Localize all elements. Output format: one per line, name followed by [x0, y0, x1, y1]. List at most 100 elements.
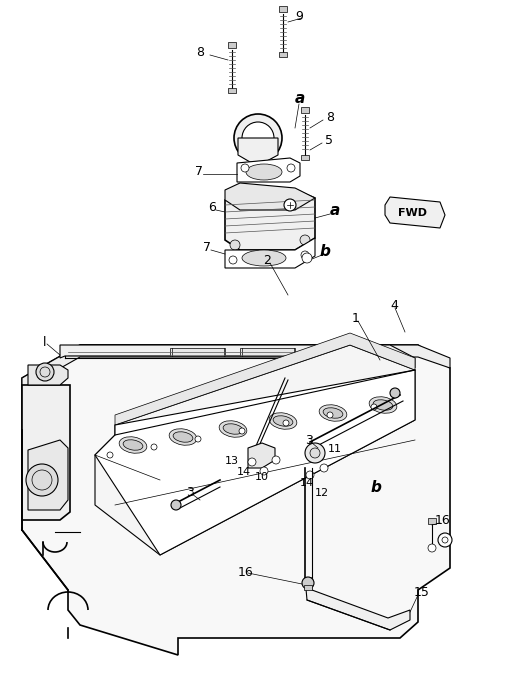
- Circle shape: [26, 464, 58, 496]
- Ellipse shape: [169, 429, 197, 445]
- Text: 6: 6: [208, 201, 216, 214]
- Polygon shape: [225, 238, 315, 268]
- Text: 15: 15: [414, 587, 430, 600]
- Ellipse shape: [242, 250, 286, 266]
- Polygon shape: [225, 183, 315, 210]
- Text: b: b: [371, 480, 382, 495]
- Polygon shape: [225, 190, 315, 250]
- Ellipse shape: [246, 164, 282, 180]
- Text: 5: 5: [325, 133, 333, 146]
- Circle shape: [234, 114, 282, 162]
- Circle shape: [302, 253, 312, 263]
- Circle shape: [301, 251, 309, 259]
- Text: 13: 13: [225, 456, 239, 466]
- Text: FWD: FWD: [399, 208, 428, 218]
- Ellipse shape: [123, 440, 143, 450]
- Ellipse shape: [373, 400, 393, 410]
- Circle shape: [248, 458, 256, 466]
- Bar: [301, 155, 309, 160]
- Text: 2: 2: [263, 254, 271, 267]
- Circle shape: [242, 122, 274, 154]
- Text: 14: 14: [237, 467, 251, 477]
- Ellipse shape: [369, 397, 397, 414]
- Polygon shape: [95, 345, 415, 555]
- Text: 10: 10: [255, 472, 269, 482]
- Circle shape: [260, 467, 268, 475]
- Circle shape: [310, 448, 320, 458]
- Circle shape: [283, 420, 289, 426]
- Text: 16: 16: [238, 565, 254, 578]
- Bar: [304, 585, 312, 590]
- Circle shape: [107, 452, 113, 458]
- Text: 8: 8: [326, 111, 334, 124]
- Circle shape: [320, 464, 328, 472]
- Text: 4: 4: [390, 298, 398, 311]
- Text: 3: 3: [305, 433, 313, 447]
- Polygon shape: [28, 365, 68, 385]
- Polygon shape: [60, 345, 415, 368]
- Text: a: a: [295, 91, 305, 106]
- Text: 11: 11: [328, 444, 342, 454]
- Circle shape: [36, 363, 54, 381]
- Bar: [279, 52, 287, 57]
- Ellipse shape: [319, 405, 347, 421]
- Ellipse shape: [119, 437, 147, 453]
- Circle shape: [327, 412, 333, 418]
- Ellipse shape: [219, 420, 247, 437]
- Text: 14: 14: [300, 478, 314, 488]
- Circle shape: [230, 240, 240, 250]
- Polygon shape: [22, 385, 70, 520]
- Polygon shape: [237, 158, 300, 182]
- Circle shape: [302, 577, 314, 589]
- Polygon shape: [22, 345, 450, 390]
- Polygon shape: [238, 138, 278, 162]
- Circle shape: [306, 471, 314, 479]
- Text: 12: 12: [315, 488, 329, 498]
- Circle shape: [241, 164, 249, 172]
- Text: a: a: [330, 203, 340, 218]
- Bar: [170, 348, 225, 356]
- Circle shape: [239, 428, 245, 434]
- Circle shape: [151, 444, 157, 450]
- Text: 7: 7: [195, 164, 203, 177]
- Polygon shape: [305, 578, 410, 630]
- Circle shape: [300, 235, 310, 245]
- Polygon shape: [248, 443, 275, 468]
- Polygon shape: [115, 333, 415, 425]
- Text: b: b: [320, 243, 331, 258]
- Circle shape: [284, 199, 296, 211]
- Circle shape: [390, 388, 400, 398]
- Bar: [428, 518, 436, 524]
- Text: 9: 9: [295, 10, 303, 23]
- Circle shape: [442, 537, 448, 543]
- Circle shape: [428, 544, 436, 552]
- Circle shape: [438, 533, 452, 547]
- Ellipse shape: [323, 408, 343, 418]
- Ellipse shape: [223, 424, 243, 434]
- Ellipse shape: [269, 413, 297, 429]
- Ellipse shape: [273, 416, 293, 426]
- Text: 7: 7: [203, 240, 211, 254]
- Circle shape: [171, 500, 181, 510]
- Text: 8: 8: [196, 45, 204, 58]
- Circle shape: [287, 164, 295, 172]
- Circle shape: [272, 456, 280, 464]
- Polygon shape: [95, 370, 415, 555]
- Text: 16: 16: [435, 515, 451, 528]
- Text: 1: 1: [352, 311, 360, 324]
- Circle shape: [371, 404, 377, 410]
- Bar: [228, 42, 236, 48]
- Text: l: l: [43, 335, 47, 348]
- Bar: [228, 88, 236, 93]
- Ellipse shape: [173, 431, 193, 442]
- Circle shape: [195, 436, 201, 442]
- Bar: [301, 107, 309, 113]
- Circle shape: [229, 256, 237, 264]
- Bar: [240, 348, 295, 356]
- Bar: [279, 6, 287, 12]
- Polygon shape: [28, 440, 68, 510]
- Circle shape: [305, 443, 325, 463]
- Polygon shape: [385, 197, 445, 228]
- Text: 3: 3: [186, 486, 194, 499]
- Polygon shape: [22, 345, 450, 655]
